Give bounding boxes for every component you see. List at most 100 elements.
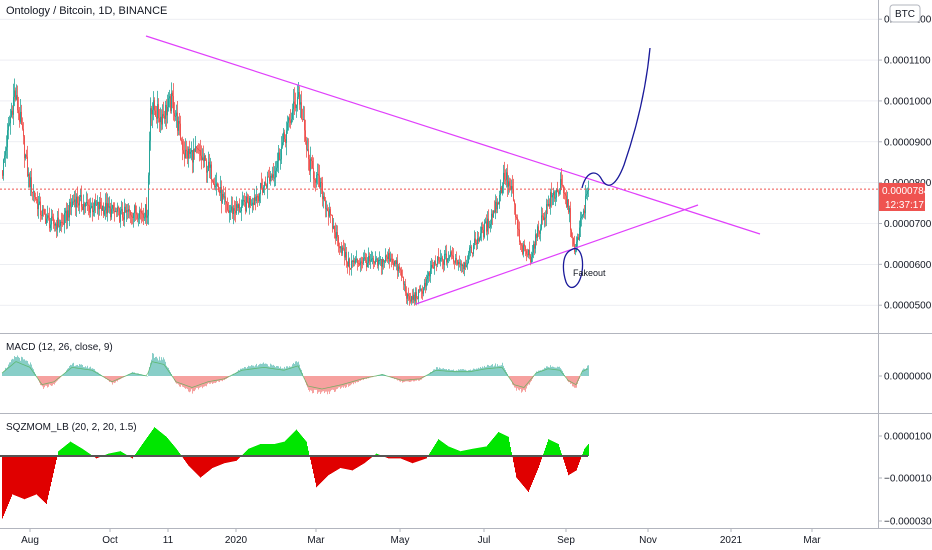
squeeze-bar — [498, 432, 499, 456]
macd-bar — [543, 369, 544, 376]
candle-body — [460, 263, 461, 265]
squeeze-bar — [124, 453, 125, 456]
squeeze-bar — [417, 456, 418, 462]
macd-bar — [164, 359, 165, 376]
macd-bar — [115, 376, 116, 383]
candle-body — [375, 259, 376, 264]
squeeze-bar — [571, 456, 572, 474]
squeeze-bar — [357, 456, 358, 468]
candle-body — [245, 201, 246, 212]
macd-bar — [24, 359, 25, 376]
squeeze-bar — [321, 456, 322, 483]
candle-body — [580, 217, 581, 228]
candle-body — [328, 210, 329, 217]
macd-bar — [580, 376, 581, 377]
macd-bar — [13, 359, 14, 376]
squeeze-bar — [360, 456, 361, 466]
candle-body — [324, 196, 325, 201]
squeeze-bar — [576, 456, 577, 471]
candle-body — [173, 96, 174, 113]
candle-body — [89, 205, 90, 213]
macd-bar — [521, 376, 522, 393]
squeeze-bar — [282, 442, 283, 456]
macd-bar — [295, 361, 296, 376]
candle-body — [336, 232, 337, 239]
macd-bar — [212, 376, 213, 385]
squeeze-bar — [310, 456, 311, 460]
squeeze-bar — [115, 452, 116, 456]
candle-body — [351, 260, 352, 269]
squeeze-bar — [189, 456, 190, 467]
squeeze-bar — [69, 442, 70, 456]
squeeze-bar — [226, 456, 227, 463]
macd-bar — [417, 376, 418, 380]
squeeze-bar — [292, 433, 293, 456]
squeeze-bar — [397, 456, 398, 459]
squeeze-bar — [486, 446, 487, 456]
candle-body — [194, 149, 195, 152]
squeeze-bar — [414, 456, 415, 463]
squeeze-bar — [487, 445, 488, 456]
candle-body — [134, 205, 135, 214]
squeeze-bar — [504, 434, 505, 456]
candle-body — [498, 202, 499, 205]
candle-body — [229, 210, 230, 213]
macd-bar — [330, 376, 331, 392]
macd-bar — [3, 371, 4, 376]
squeeze-bar — [136, 452, 137, 456]
squeeze-bar — [335, 456, 336, 471]
candle-body — [111, 208, 112, 218]
macd-bar — [458, 369, 459, 376]
squeeze-bar — [370, 456, 371, 459]
macd-bar — [294, 364, 295, 376]
squeeze-bar — [268, 444, 269, 456]
macd-bar — [7, 367, 8, 376]
squeeze-bar — [199, 456, 200, 477]
squeeze-bar — [271, 444, 272, 456]
candle-body — [528, 249, 529, 256]
macd-bar — [572, 376, 573, 387]
macd-bar — [196, 376, 197, 388]
squeeze-bar — [521, 456, 522, 484]
macd-bar — [558, 366, 559, 376]
macd-bar — [224, 376, 225, 381]
macd-bar — [362, 376, 363, 380]
macd-bar — [396, 376, 397, 380]
macd-bar — [339, 376, 340, 388]
candle-body — [118, 207, 119, 209]
squeeze-bar — [338, 456, 339, 470]
macd-bar — [39, 376, 40, 383]
macd-bar — [9, 362, 10, 376]
squeeze-bar — [19, 456, 20, 498]
squeeze-bar — [539, 456, 540, 466]
squeeze-bar — [345, 456, 346, 469]
macd-bar — [114, 376, 115, 384]
candle-body — [72, 201, 73, 207]
squeeze-bar — [507, 436, 508, 456]
candle-body — [391, 258, 392, 260]
squeeze-bar — [58, 451, 59, 456]
macd-bar — [225, 376, 226, 380]
candle-body — [181, 139, 182, 142]
candle-body — [470, 246, 471, 248]
candle-body — [520, 241, 521, 245]
macd-bar — [337, 376, 338, 389]
currency-button[interactable]: BTC — [889, 4, 921, 23]
macd-bar — [438, 368, 439, 376]
squeeze-bar — [448, 446, 449, 456]
candle-body — [368, 256, 369, 264]
candle-body — [567, 199, 568, 207]
squeeze-bar — [273, 444, 274, 456]
squeeze-bar — [11, 456, 12, 497]
candle-body — [137, 214, 138, 219]
candle-body — [259, 194, 260, 202]
macd-bar — [314, 376, 315, 390]
macd-bar — [318, 376, 319, 393]
candle-body — [321, 181, 322, 183]
squeeze-bar — [305, 440, 306, 456]
candle-body — [406, 292, 407, 299]
macd-bar — [586, 368, 587, 376]
macd-bar — [475, 369, 476, 376]
candle-body — [325, 200, 326, 209]
